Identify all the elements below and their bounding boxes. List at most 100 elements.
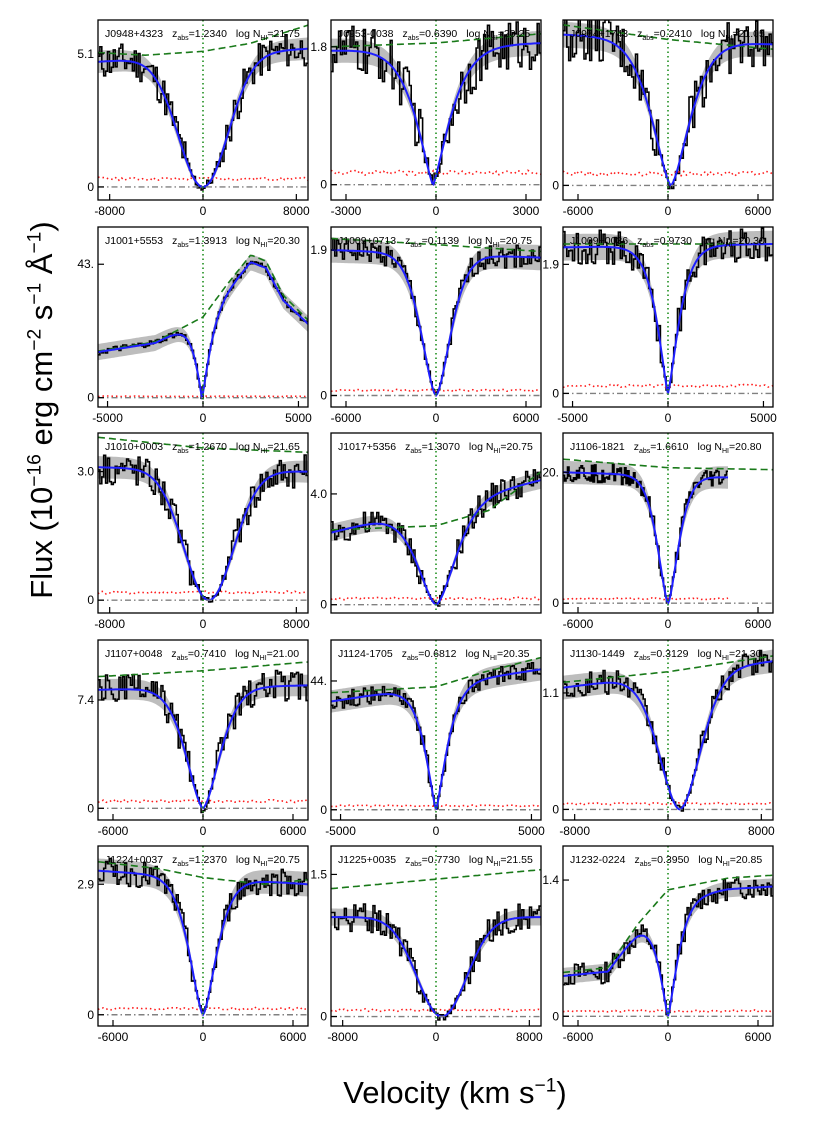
panel-title: J1009+0713 zabs=0.1139 log NHI=20.75: [338, 235, 532, 249]
x-tick-label: 0: [200, 824, 207, 838]
y-tick-label: 0: [87, 801, 94, 815]
observed-flux-histogram: [98, 260, 308, 400]
x-tick-label: 6000: [745, 204, 772, 218]
x-tick-label: -3000: [331, 204, 362, 218]
fit-uncertainty-band: [98, 254, 308, 395]
y-tick-label: 5.1: [77, 47, 94, 61]
x-tick-label: 5000: [285, 411, 312, 425]
panel-title: J1232-0224 zabs=0.3950 log NHI=20.85: [570, 854, 762, 868]
y-tick-label: 0: [552, 596, 559, 610]
continuum-line: [98, 861, 308, 886]
y-tick-label: 1.4: [542, 873, 559, 887]
x-tick-label: -6000: [563, 617, 594, 631]
continuum-line: [331, 868, 541, 890]
spectrum-panel-J1017+5356: J1017+5356 zabs=1.3070 log NHI=20.75 0 4.0: [310, 432, 542, 614]
flux-error-line: [563, 383, 773, 389]
panel-title: J1107+0048 zabs=0.7410 log NHI=21.00: [105, 648, 299, 662]
x-tick-label: 0: [200, 1030, 207, 1044]
spectrum-panel-J0948+4323: J0948+4323 zabs=1.2340 log NHI=21.75 0 5.1 -8…: [77, 19, 310, 218]
x-tick-label: 0: [200, 204, 207, 218]
y-tick-label: 0: [320, 178, 327, 192]
spectrum-panel-J1130-1449: J1130-1449 zabs=0.3129 log NHI=21.30 0 1.1 -8…: [542, 639, 775, 838]
x-tick-label: 6000: [745, 617, 772, 631]
y-tick-label: 0: [552, 802, 559, 816]
x-tick-label: 5000: [518, 824, 545, 838]
voigt-fit-line: [563, 33, 773, 187]
y-tick-label: 1.1: [542, 686, 559, 700]
x-tick-label: -8000: [559, 824, 590, 838]
continuum-line: [331, 471, 541, 531]
flux-error-line: [98, 395, 308, 398]
panel-title: J1224+0037 zabs=1.2370 log NHI=20.75: [105, 854, 300, 868]
panel-title: J1010+0003 zabs=1.2670 log NHI=21.65: [105, 441, 300, 455]
x-tick-label: 0: [665, 204, 672, 218]
x-tick-label: 8000: [283, 617, 310, 631]
spectrum-panel-J1224+0037: J1224+0037 zabs=1.2370 log NHI=20.75 0 2.9 -6…: [77, 845, 309, 1044]
x-tick-label: -5000: [92, 411, 123, 425]
flux-error-line: [563, 801, 773, 806]
panel-title: J1130-1449 zabs=0.3129 log NHI=21.30: [570, 648, 762, 662]
spectrum-panel-J0953-0038: J0953-0038 zabs=0.6390 log NHI=20.25 0 1.8 -3…: [310, 19, 542, 218]
panel-title: J0953-0038 zabs=0.6390 log NHI=20.25: [338, 28, 530, 42]
observed-flux-histogram: [98, 34, 308, 191]
panel-title: J1001+5553 zabs=1.3913 log NHI=20.30: [105, 235, 300, 249]
fit-uncertainty-band: [563, 878, 773, 1017]
y-tick-label: 0: [320, 1010, 327, 1024]
spectrum-panel-J1107+0048: J1107+0048 zabs=0.7410 log NHI=21.00 0 7.4 -6…: [77, 639, 309, 838]
spectrum-panel-J0954+1743: J0954+1743 zabs=0.2410 log NHI=21.05 0 -6000…: [552, 19, 774, 218]
x-tick-label: 6000: [280, 1030, 307, 1044]
y-tick-label: 0: [87, 1008, 94, 1022]
x-tick-label: 6000: [513, 411, 540, 425]
y-tick-label: 20.: [542, 465, 559, 479]
continuum-line: [563, 458, 773, 471]
flux-error-line: [563, 1009, 773, 1013]
observed-flux-histogram: [563, 227, 773, 391]
y-tick-label: 7.4: [77, 693, 94, 707]
fit-uncertainty-band: [331, 471, 541, 605]
voigt-fit-line: [98, 261, 308, 400]
x-tick-label: -6000: [563, 1030, 594, 1044]
fit-uncertainty-band: [98, 37, 308, 188]
x-tick-label: 3000: [513, 204, 540, 218]
fit-uncertainty-band: [563, 460, 728, 603]
x-tick-label: -6000: [563, 204, 594, 218]
x-tick-label: -8000: [94, 617, 125, 631]
x-tick-label: 0: [200, 411, 207, 425]
x-tick-label: 0: [433, 411, 440, 425]
y-tick-label: 1.9: [542, 257, 559, 271]
y-tick-label: 43.: [77, 257, 94, 271]
panel-title: J1106-1821 zabs=1.6610 log NHI=20.80: [570, 441, 762, 455]
y-tick-label: 2.9: [77, 877, 94, 891]
fit-uncertainty-band: [331, 30, 541, 184]
continuum-line: [98, 661, 308, 678]
x-tick-label: 8000: [283, 204, 310, 218]
x-tick-label: 0: [665, 411, 672, 425]
continuum-line: [331, 656, 541, 694]
flux-error-line: [98, 1006, 308, 1011]
flux-error-line: [331, 1007, 541, 1013]
fit-uncertainty-band: [98, 858, 308, 1015]
panel-title: J1225+0035 zabs=0.7730 log NHI=21.55: [338, 854, 533, 868]
fit-uncertainty-band: [563, 21, 773, 186]
x-axis-label: Velocity (km s−1): [343, 1075, 567, 1110]
x-tick-label: 0: [665, 824, 672, 838]
x-tick-label: -6000: [98, 1030, 129, 1044]
y-tick-label: 0: [320, 389, 327, 403]
x-tick-label: 8000: [516, 1030, 543, 1044]
panel-title: J0948+4323 zabs=1.2340 log NHI=21.75: [105, 28, 300, 42]
x-tick-label: -5000: [557, 411, 588, 425]
x-tick-label: 0: [200, 617, 207, 631]
x-tick-label: 0: [433, 1030, 440, 1044]
fit-uncertainty-band: [331, 658, 541, 810]
spectrum-panel-J1124-1705: J1124-1705 zabs=0.6812 log NHI=20.35 0 44. -5…: [310, 639, 545, 838]
x-tick-label: 6000: [745, 1030, 772, 1044]
x-tick-label: -5000: [325, 824, 356, 838]
y-tick-label: 44.: [310, 674, 327, 688]
x-tick-label: 0: [665, 1030, 672, 1044]
y-tick-label: 0: [320, 598, 327, 612]
continuum-line: [563, 874, 773, 974]
y-tick-label: 0: [87, 593, 94, 607]
panel-title: J0954+1743 zabs=0.2410 log NHI=21.05: [570, 28, 765, 42]
voigt-fit-line: [563, 660, 773, 811]
